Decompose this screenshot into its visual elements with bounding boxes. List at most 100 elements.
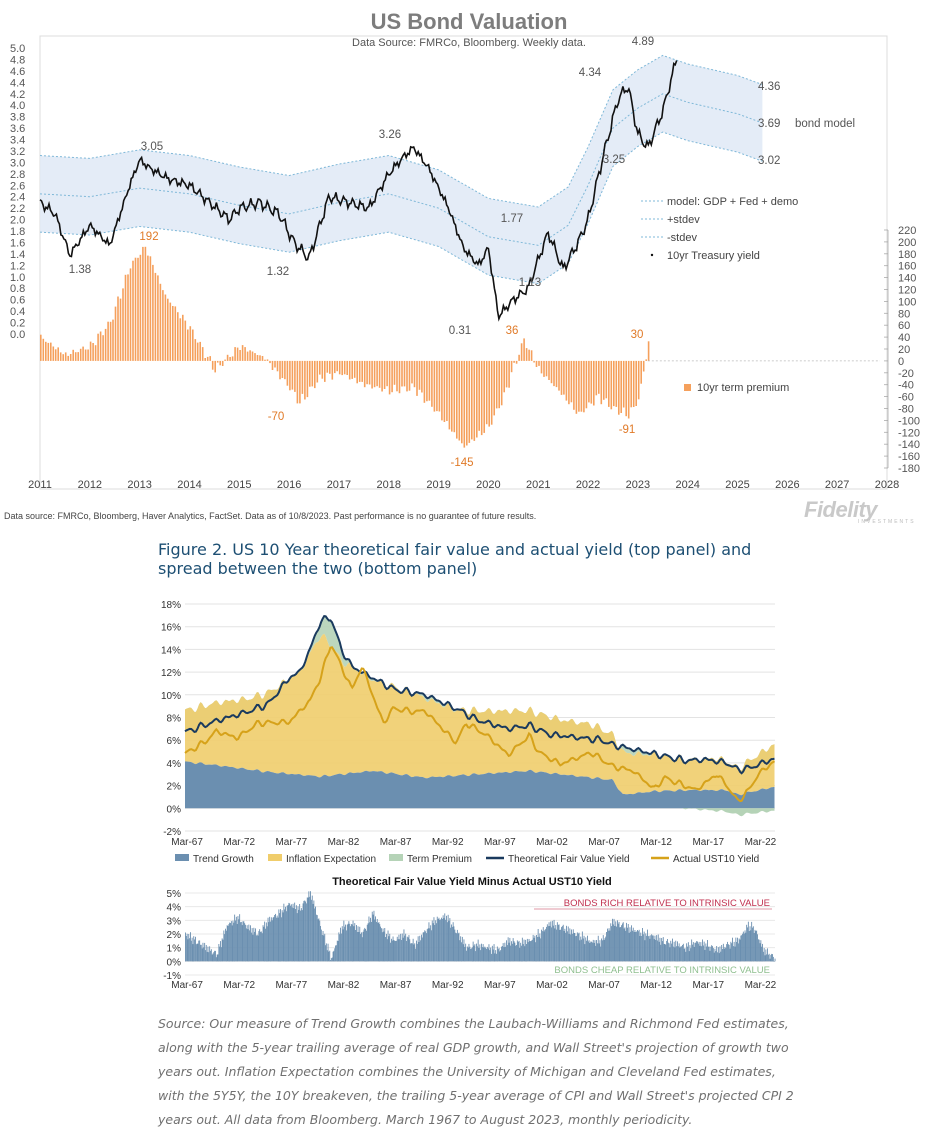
spread-bar xyxy=(266,923,267,962)
spread-bar xyxy=(564,929,565,962)
spread-bar xyxy=(593,940,594,961)
spread-bar xyxy=(659,942,660,962)
spread-bar xyxy=(747,927,748,961)
negative-term-premium-area xyxy=(654,808,774,816)
spread-bar xyxy=(439,918,440,962)
spread-bar xyxy=(238,916,239,961)
spread-bar xyxy=(188,939,189,961)
premium-bar xyxy=(72,350,74,361)
spread-bar xyxy=(620,927,621,961)
spread-bar xyxy=(466,951,467,962)
x-tick-label: 2015 xyxy=(227,479,251,491)
spread-bar xyxy=(371,922,372,961)
premium-bar xyxy=(334,361,336,373)
premium-bar xyxy=(190,326,192,361)
premium-bar xyxy=(165,295,167,361)
left-tick-label: 4.2 xyxy=(10,89,25,101)
spread-bar xyxy=(243,921,244,961)
spread-bar xyxy=(232,925,233,961)
spread-bar xyxy=(197,944,198,962)
premium-bar xyxy=(167,299,169,361)
bottom-panel-x-ticks: Mar-67 Mar-72 Mar-77 Mar-82 Mar-87 Mar-92 Mar-… xyxy=(171,980,776,991)
premium-bar xyxy=(115,307,117,361)
spread-bar xyxy=(406,941,407,961)
premium-bar xyxy=(344,361,346,374)
spread-bar xyxy=(299,904,300,961)
spread-bar xyxy=(697,942,698,962)
annotation-30: 30 xyxy=(631,329,644,341)
spread-bar xyxy=(302,910,303,961)
spread-bar xyxy=(550,922,551,962)
spread-bar xyxy=(662,941,663,961)
spread-bar xyxy=(456,933,457,961)
premium-bar xyxy=(302,361,304,394)
premium-bar xyxy=(638,361,640,399)
spread-bar xyxy=(437,917,438,962)
premium-bar xyxy=(322,361,324,379)
spread-bar xyxy=(424,930,425,961)
spread-bar xyxy=(770,955,771,962)
spread-bar xyxy=(650,939,651,962)
spread-bar xyxy=(317,915,318,961)
spread-bar xyxy=(719,953,720,961)
spread-bar xyxy=(499,948,500,961)
premium-bar xyxy=(376,361,378,386)
legend-label: Trend Growth xyxy=(193,854,254,865)
premium-bar xyxy=(446,361,448,421)
spread-bar xyxy=(661,938,662,961)
spread-bar xyxy=(567,931,568,961)
x-tick-label: Mar-17 xyxy=(692,980,724,991)
spread-bar xyxy=(273,917,274,961)
annotation-1-32: 1.32 xyxy=(267,266,289,278)
spread-bar xyxy=(250,925,251,961)
premium-bar xyxy=(541,361,543,374)
spread-bar xyxy=(685,952,686,962)
spread-bar xyxy=(263,925,264,961)
spread-bar xyxy=(383,929,384,962)
premium-bar xyxy=(493,361,495,416)
premium-bar xyxy=(640,361,642,384)
premium-bar xyxy=(481,361,483,435)
spread-bar xyxy=(496,954,497,962)
premium-bar xyxy=(439,361,441,412)
spread-bar xyxy=(362,937,363,961)
spread-bar xyxy=(666,941,667,961)
premium-bar xyxy=(212,361,214,370)
spread-bar xyxy=(333,952,334,962)
spread-bar xyxy=(231,921,232,961)
spread-bar xyxy=(352,924,353,961)
premium-bar xyxy=(531,350,533,361)
spread-bar xyxy=(644,932,645,962)
spread-bar xyxy=(706,947,707,962)
spread-bar xyxy=(259,929,260,961)
premium-bar xyxy=(381,361,383,392)
spread-bar xyxy=(385,937,386,961)
left-tick-label: 0.2 xyxy=(10,318,25,330)
premium-bar xyxy=(384,361,386,389)
premium-bar xyxy=(219,361,221,365)
spread-bar xyxy=(216,957,217,961)
premium-bar xyxy=(175,306,177,361)
spread-bar xyxy=(765,950,766,962)
spread-bar xyxy=(513,938,514,961)
premium-bar xyxy=(147,256,149,361)
left-tick-label: 0.0 xyxy=(10,329,25,341)
spread-bar xyxy=(429,928,430,961)
spread-bar xyxy=(340,928,341,962)
spread-bar xyxy=(219,947,220,962)
spread-bar xyxy=(226,931,227,962)
premium-bar xyxy=(197,343,199,361)
spread-bar xyxy=(756,931,757,962)
premium-bar xyxy=(523,338,525,361)
spread-bar xyxy=(453,922,454,961)
premium-bar xyxy=(120,299,122,361)
spread-bar xyxy=(586,941,587,962)
spread-bar xyxy=(409,935,410,961)
spread-bar xyxy=(514,943,515,962)
spread-bar xyxy=(540,938,541,961)
x-tick-label: 2027 xyxy=(825,479,849,491)
spread-bar xyxy=(745,930,746,961)
spread-bar xyxy=(439,920,440,962)
spread-bar xyxy=(768,955,769,962)
spread-bar xyxy=(384,928,385,961)
